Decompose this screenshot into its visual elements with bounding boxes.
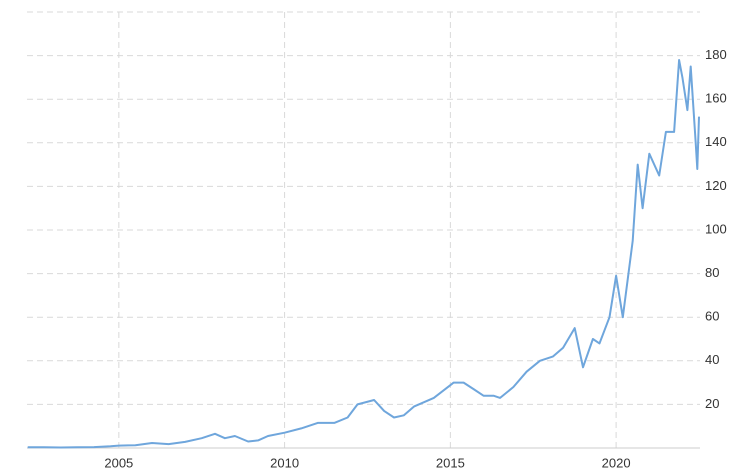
y-tick-label: 140 (705, 134, 727, 149)
y-tick-label: 100 (705, 221, 727, 236)
x-tick-label: 2015 (436, 455, 465, 470)
x-tick-label: 2010 (270, 455, 299, 470)
y-tick-label: 60 (705, 309, 719, 324)
x-tick-label: 2020 (602, 455, 631, 470)
y-tick-label: 120 (705, 178, 727, 193)
y-tick-label: 160 (705, 91, 727, 106)
y-tick-label: 180 (705, 47, 727, 62)
y-tick-label: 20 (705, 396, 719, 411)
price-line (27, 59, 700, 449)
y-tick-label: 80 (705, 265, 719, 280)
x-tick-label: 2005 (104, 455, 133, 470)
y-tick-label: 40 (705, 352, 719, 367)
